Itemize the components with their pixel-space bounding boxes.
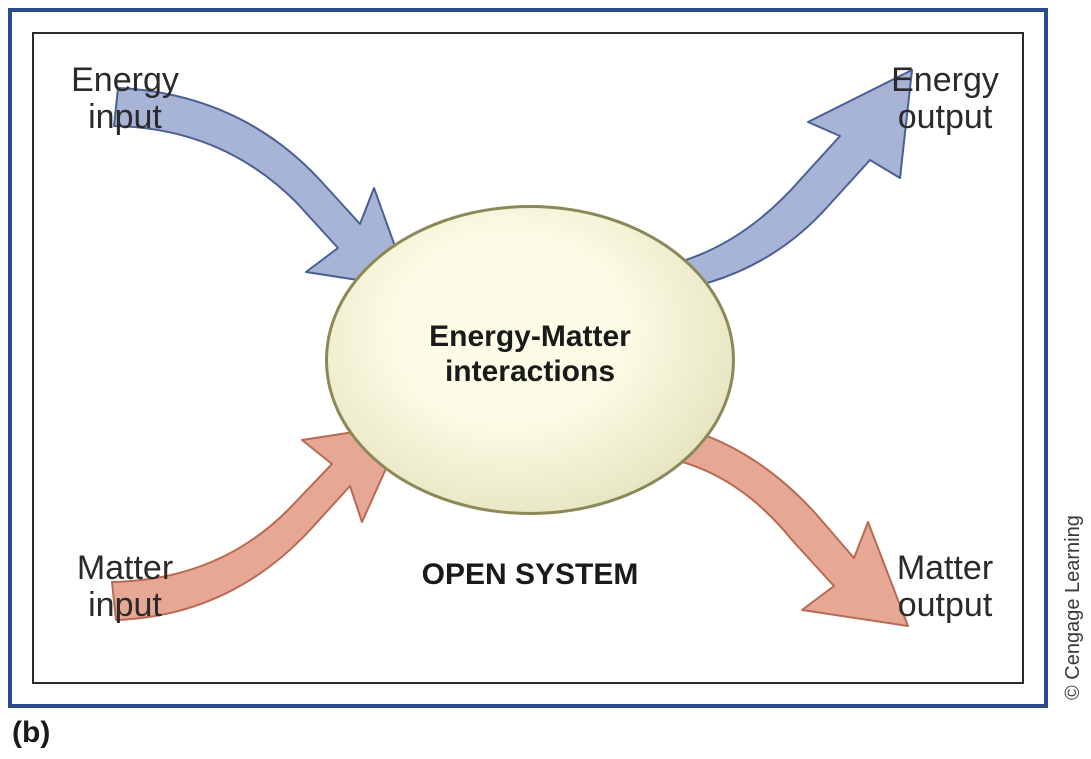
matter-input-label: Matter input — [50, 550, 200, 625]
energy-output-label: Energy output — [870, 62, 1020, 137]
matter-output-label: Matter output — [870, 550, 1020, 625]
figure-label: (b) — [12, 716, 50, 750]
center-ellipse-label: Energy-Matter interactions — [380, 320, 680, 389]
center-text-line1: Energy-Matter — [429, 320, 631, 353]
diagram-canvas: Energy-Matter interactions OPEN SYSTEM E… — [0, 0, 1091, 759]
energy-input-label: Energy input — [50, 62, 200, 137]
center-text-line2: interactions — [445, 355, 615, 388]
copyright-text: © Cengage Learning — [1062, 515, 1085, 700]
system-label: OPEN SYSTEM — [360, 558, 700, 592]
